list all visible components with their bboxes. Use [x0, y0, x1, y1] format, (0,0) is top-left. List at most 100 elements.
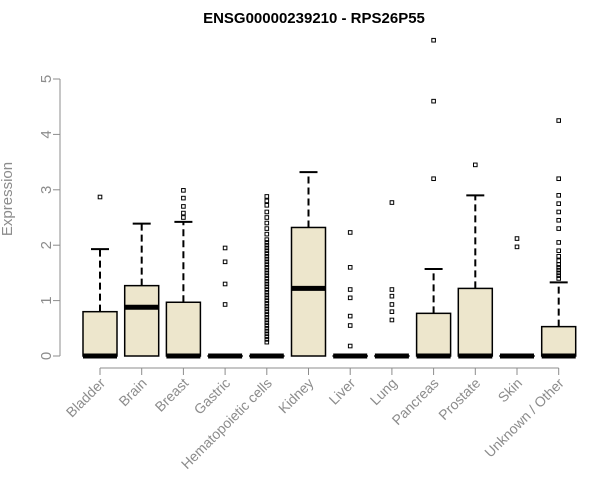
- outlier-point: [556, 226, 562, 231]
- outlier-point: [264, 339, 270, 345]
- outlier-point: [556, 258, 562, 264]
- y-tick-label: 5: [38, 75, 55, 83]
- outlier-point: [347, 287, 353, 292]
- outlier-point: [264, 317, 270, 323]
- outlier-point: [556, 201, 562, 206]
- outlier-point: [556, 118, 562, 123]
- outlier-point: [264, 237, 270, 242]
- outlier-point: [556, 265, 562, 270]
- outlier-point: [264, 314, 270, 320]
- x-tick-label: Prostate: [435, 375, 483, 423]
- box-hematopoietic-cells: [249, 194, 285, 359]
- box-kidney: [290, 171, 327, 357]
- outlier-point: [264, 295, 270, 301]
- outlier-point: [556, 270, 562, 276]
- box-brain: [123, 222, 160, 357]
- outlier-point: [264, 262, 270, 267]
- outlier-point: [264, 320, 270, 326]
- x-tick-label: Breast: [152, 375, 192, 415]
- outlier-point: [264, 281, 270, 287]
- outlier-point: [264, 220, 270, 226]
- outlier-point: [264, 289, 270, 295]
- box-body: [415, 312, 452, 357]
- outlier-point: [264, 323, 270, 328]
- box-gastric: [207, 245, 243, 359]
- outlier-point: [431, 98, 436, 104]
- box-body: [540, 325, 577, 357]
- outlier-point: [264, 259, 270, 265]
- outlier-point: [347, 343, 353, 349]
- outlier-point: [347, 295, 353, 301]
- outlier-point: [264, 287, 270, 292]
- y-tick-label: 4: [38, 130, 55, 138]
- outlier-point: [389, 287, 395, 292]
- outlier-point: [222, 245, 228, 251]
- outlier-point: [389, 309, 395, 314]
- outlier-point: [222, 259, 228, 265]
- outlier-point: [389, 302, 395, 307]
- outlier-point: [264, 301, 270, 306]
- outlier-point: [264, 215, 270, 220]
- outlier-point: [264, 240, 270, 245]
- outlier-point: [264, 256, 270, 262]
- outlier-point: [222, 302, 228, 307]
- outlier-point: [264, 328, 270, 334]
- box-body: [457, 287, 494, 357]
- outlier-point: [556, 253, 562, 259]
- outlier-point: [264, 267, 270, 273]
- outlier-point: [389, 317, 395, 323]
- outlier-point: [347, 230, 353, 235]
- outlier-point: [389, 200, 395, 205]
- outlier-point: [222, 281, 228, 287]
- outlier-point: [556, 176, 562, 182]
- box-breast: [165, 188, 202, 359]
- y-tick-label: 2: [38, 241, 55, 249]
- outlier-point: [181, 195, 186, 201]
- box-body: [82, 310, 118, 357]
- outlier-point: [264, 306, 270, 312]
- outlier-point: [264, 284, 270, 290]
- box-unknown-other: [540, 118, 577, 359]
- y-tick-label: 1: [38, 296, 55, 304]
- outlier-point: [264, 251, 270, 256]
- outlier-point: [181, 210, 186, 216]
- x-tick-label: Lung: [367, 375, 400, 408]
- box-body: [165, 301, 202, 357]
- box-series: [82, 37, 577, 359]
- outlier-point: [556, 273, 562, 278]
- outlier-point: [181, 188, 186, 193]
- outlier-point: [556, 240, 562, 245]
- outlier-point: [264, 226, 270, 231]
- outlier-point: [347, 313, 353, 319]
- outlier-point: [556, 276, 562, 281]
- outlier-point: [264, 309, 270, 314]
- outlier-point: [264, 209, 270, 215]
- x-tick-label: Brain: [115, 375, 149, 409]
- box-body: [290, 226, 327, 357]
- outlier-point: [556, 267, 562, 273]
- outlier-point: [264, 242, 270, 248]
- outlier-point: [264, 312, 270, 317]
- outlier-point: [264, 303, 270, 309]
- outlier-point: [264, 231, 270, 237]
- x-tick-label: Skin: [495, 375, 526, 406]
- box-skin: [499, 236, 535, 359]
- outlier-point: [264, 265, 270, 270]
- outlier-point: [264, 270, 270, 276]
- y-tick-label: 3: [38, 186, 55, 194]
- outlier-point: [264, 273, 270, 278]
- outlier-point: [181, 215, 186, 220]
- box-pancreas: [415, 37, 452, 359]
- outlier-point: [264, 292, 270, 298]
- box-liver: [332, 230, 368, 359]
- outlier-point: [431, 37, 436, 43]
- x-tick-label: Liver: [326, 375, 359, 408]
- y-axis-label: Expression: [0, 162, 16, 236]
- outlier-point: [556, 248, 562, 254]
- outlier-point: [264, 253, 270, 259]
- outlier-point: [264, 203, 270, 208]
- x-tick-label: Kidney: [275, 375, 317, 417]
- outlier-point: [264, 326, 270, 331]
- chart-title: ENSG00000239210 - RPS26P55: [203, 10, 425, 27]
